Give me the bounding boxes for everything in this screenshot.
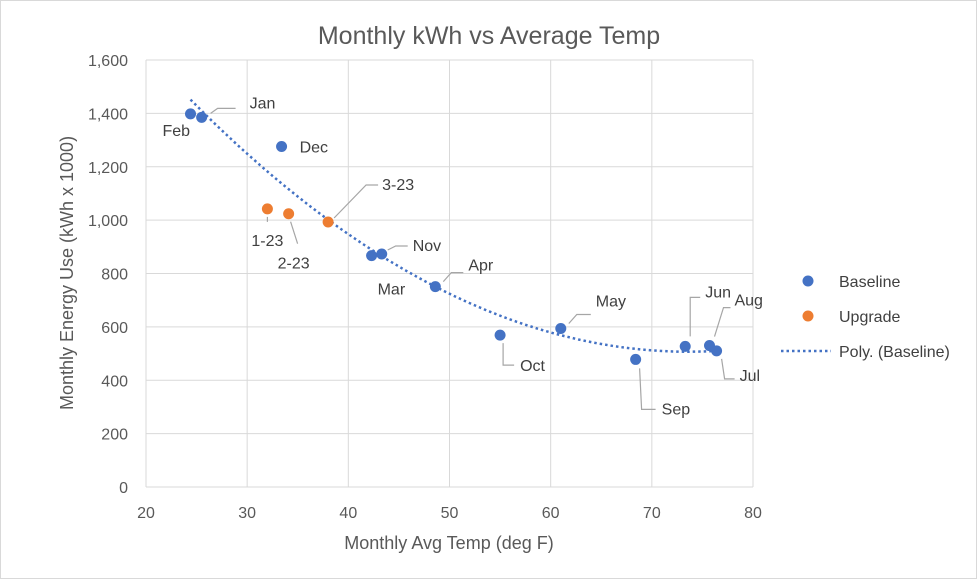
leader-line <box>713 307 731 337</box>
legend: Baseline Upgrade Poly. (Baseline) <box>781 274 950 361</box>
legend-label: Baseline <box>839 274 900 291</box>
data-labels: Jan Feb Mar Apr May Jun Jul Aug Sep Oct Nov Dec 1-23… <box>163 95 763 418</box>
leader-line <box>333 184 379 219</box>
y-axis-title: Monthly Energy Use (kWh x 1000) <box>57 136 77 410</box>
upgrade-point <box>322 216 334 228</box>
y-tick-label: 1,000 <box>88 213 128 230</box>
legend-label: Upgrade <box>839 309 900 326</box>
baseline-point <box>555 322 567 334</box>
baseline-point <box>276 140 288 152</box>
baseline-point <box>494 329 506 341</box>
leader-line <box>639 368 656 410</box>
y-tick-label: 800 <box>101 267 128 284</box>
data-label: Jul <box>740 368 760 385</box>
y-tick-label: 1,600 <box>88 53 128 70</box>
leader-line <box>502 343 515 366</box>
data-label: 2-23 <box>278 256 310 273</box>
y-tick-label: 0 <box>119 480 128 497</box>
leader-line <box>568 313 591 324</box>
data-label: 3-23 <box>382 177 414 194</box>
leader-line <box>721 358 735 380</box>
leader-line <box>210 107 236 114</box>
baseline-point <box>366 250 378 262</box>
x-axis-title: Monthly Avg Temp (deg F) <box>344 533 553 553</box>
upgrade-point <box>261 203 273 215</box>
baseline-point <box>196 111 208 123</box>
data-points <box>185 108 723 365</box>
y-tick-label: 1,400 <box>88 106 128 123</box>
upgrade-point <box>283 208 295 220</box>
data-label: May <box>596 293 626 310</box>
baseline-point <box>703 340 715 352</box>
x-tick-label: 60 <box>542 505 560 522</box>
data-label: Aug <box>734 293 762 310</box>
y-tick-label: 600 <box>101 320 128 337</box>
data-label: Nov <box>413 238 441 255</box>
data-label: Dec <box>300 139 328 156</box>
data-label: 1-23 <box>251 233 283 250</box>
data-label: Mar <box>378 282 406 299</box>
leader-line <box>442 272 464 282</box>
data-label: Sep <box>662 401 691 418</box>
baseline-point <box>630 353 642 365</box>
y-tick-label: 1,200 <box>88 160 128 177</box>
data-label: Feb <box>163 123 191 140</box>
baseline-point <box>376 248 388 260</box>
baseline-point <box>679 340 691 352</box>
x-tick-label: 70 <box>643 505 661 522</box>
y-tick-label: 200 <box>101 427 128 444</box>
y-tick-label: 400 <box>101 373 128 390</box>
x-tick-label: 30 <box>238 505 256 522</box>
data-label: Jun <box>705 284 731 301</box>
chart-title: Monthly kWh vs Average Temp <box>318 22 660 50</box>
x-tick-label: 80 <box>744 505 762 522</box>
x-tick-label: 40 <box>339 505 357 522</box>
gridlines <box>145 59 754 488</box>
trendline <box>189 98 717 353</box>
baseline-point <box>429 281 441 293</box>
legend-marker <box>802 310 814 322</box>
x-tick-label: 50 <box>441 505 459 522</box>
data-label: Oct <box>520 358 545 375</box>
label-leader-lines <box>210 107 735 410</box>
legend-label: Poly. (Baseline) <box>839 344 950 361</box>
data-label: Apr <box>468 258 494 275</box>
axis-ticks: 0 200 400 600 800 1,000 1,200 1,400 1,600 20 30 40 5… <box>88 53 762 522</box>
leader-line <box>290 221 299 244</box>
baseline-point <box>185 108 197 120</box>
leader-line <box>387 245 408 251</box>
leader-line <box>689 296 701 337</box>
x-tick-label: 20 <box>137 505 155 522</box>
legend-marker <box>802 275 814 287</box>
data-label: Jan <box>250 95 276 112</box>
